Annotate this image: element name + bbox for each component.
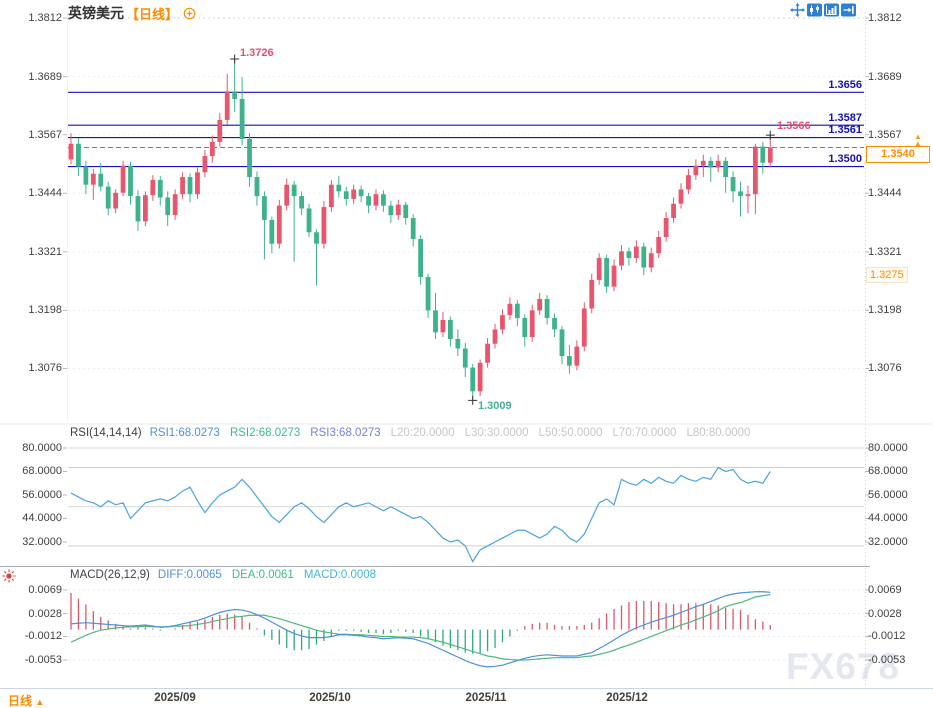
watermark: FX678 xyxy=(786,646,901,687)
axis-label: 1.3321 xyxy=(28,245,62,258)
rsi-level-label: L30:30.0000 xyxy=(464,427,529,439)
macd-title: MACD(26,12,9) xyxy=(70,569,150,581)
axis-label: 32.0000 xyxy=(868,535,908,548)
date-label: 2025/10 xyxy=(309,692,351,704)
axis-label: 68.0000 xyxy=(22,465,62,478)
high-price-label: 1.3726 xyxy=(240,47,274,59)
rsi-series-label: RSI1:68.0273 xyxy=(149,427,220,439)
axis-label: -0.0012 xyxy=(24,630,62,643)
axis-label: 68.0000 xyxy=(868,465,908,478)
axis-label: 1.3444 xyxy=(28,187,62,200)
axis-label: 56.0000 xyxy=(22,488,62,501)
rsi-level-label: L70:70.0000 xyxy=(612,427,677,439)
axis-label: 1.3812 xyxy=(868,12,902,24)
period-selector[interactable]: 【日线】 xyxy=(126,6,179,22)
indicator-settings-icon[interactable] xyxy=(2,569,16,583)
macd-series-label: DEA:0.0061 xyxy=(231,569,294,581)
date-label: 2025/09 xyxy=(154,692,196,704)
time-axis-bar: 日线 ▲ 2025/09 2025/10 2025/11 2025/12 xyxy=(0,688,933,708)
axis-label: 0.0028 xyxy=(868,607,902,620)
axis-label: 1.3567 xyxy=(868,128,902,141)
axis-label: 1.3689 xyxy=(868,70,902,83)
axis-label: 1.3689 xyxy=(28,70,62,83)
rsi-series-label: RSI2:68.0273 xyxy=(229,427,301,439)
recent-high-label: 1.3566 xyxy=(777,120,811,132)
axis-label: 1.3321 xyxy=(868,245,902,258)
axis-label: 0.0028 xyxy=(28,607,62,620)
axis-label: 1.3198 xyxy=(868,304,902,317)
axis-label: 80.0000 xyxy=(22,442,62,454)
macd-series-label: DIFF:0.0065 xyxy=(157,569,222,581)
symbol-title: 英镑美元 xyxy=(68,5,124,21)
chart-toolbar xyxy=(790,3,856,17)
support-label: 1.3500 xyxy=(828,153,862,165)
resistance-label-3: 1.3561 xyxy=(828,124,862,136)
pan-icon[interactable] xyxy=(790,3,805,17)
rsi-title: RSI(14,14,14) xyxy=(70,427,142,439)
axis-label: -0.0053 xyxy=(24,653,62,666)
rsi-level-label: L50:50.0000 xyxy=(538,427,603,439)
date-label: 2025/11 xyxy=(465,692,507,704)
low-price-label: 1.3009 xyxy=(478,400,512,412)
axis-label: 1.3076 xyxy=(28,362,62,375)
date-label: 2025/12 xyxy=(606,692,648,704)
alert-price-label: 1.3275 xyxy=(866,267,908,283)
axis-label: 44.0000 xyxy=(22,512,62,525)
goto-latest-icon[interactable] xyxy=(841,3,856,17)
price-up-arrows-icon: ▲ ▲ xyxy=(914,132,922,148)
axis-label: 1.3076 xyxy=(868,362,902,375)
resistance-label-1: 1.3656 xyxy=(828,79,862,91)
axis-label: 1.3812 xyxy=(28,12,62,24)
candle-chart-icon[interactable] xyxy=(807,3,822,17)
axis-label: 32.0000 xyxy=(22,535,62,548)
add-indicator-icon[interactable] xyxy=(183,7,196,20)
rsi-series-label: RSI3:68.0273 xyxy=(310,427,381,439)
axis-label: 1.3444 xyxy=(868,187,902,200)
bar-chart-icon[interactable] xyxy=(824,3,839,17)
current-price-badge: 1.3540 xyxy=(866,146,930,163)
chart-header: 英镑美元 【日线】 xyxy=(68,3,196,23)
rsi-header: RSI(14,14,14) RSI1:68.0273 RSI2:68.0273 RSI… xyxy=(70,427,760,439)
period-toggle[interactable]: 日线 ▲ xyxy=(8,694,45,708)
axis-label: 0.0069 xyxy=(868,584,902,596)
axis-label: 1.3567 xyxy=(28,128,62,141)
up-triangle-icon: ▲ xyxy=(35,697,45,707)
resistance-label-2: 1.3587 xyxy=(828,112,862,124)
rsi-level-label: L20:20.0000 xyxy=(390,427,455,439)
axis-label: 0.0069 xyxy=(28,584,62,596)
rsi-level-label: L80:80.0000 xyxy=(686,427,751,439)
axis-label: 80.0000 xyxy=(868,442,908,454)
axis-label: 1.3198 xyxy=(28,304,62,317)
axis-label: 44.0000 xyxy=(868,512,908,525)
axis-label: 56.0000 xyxy=(868,488,908,501)
axis-label: -0.0012 xyxy=(868,630,906,643)
macd-header: MACD(26,12,9) DIFF:0.0065 DEA:0.0061 MACD:0… xyxy=(70,569,386,581)
macd-series-label: MACD:0.0008 xyxy=(303,569,377,581)
axis-label: -0.0053 xyxy=(868,653,906,666)
